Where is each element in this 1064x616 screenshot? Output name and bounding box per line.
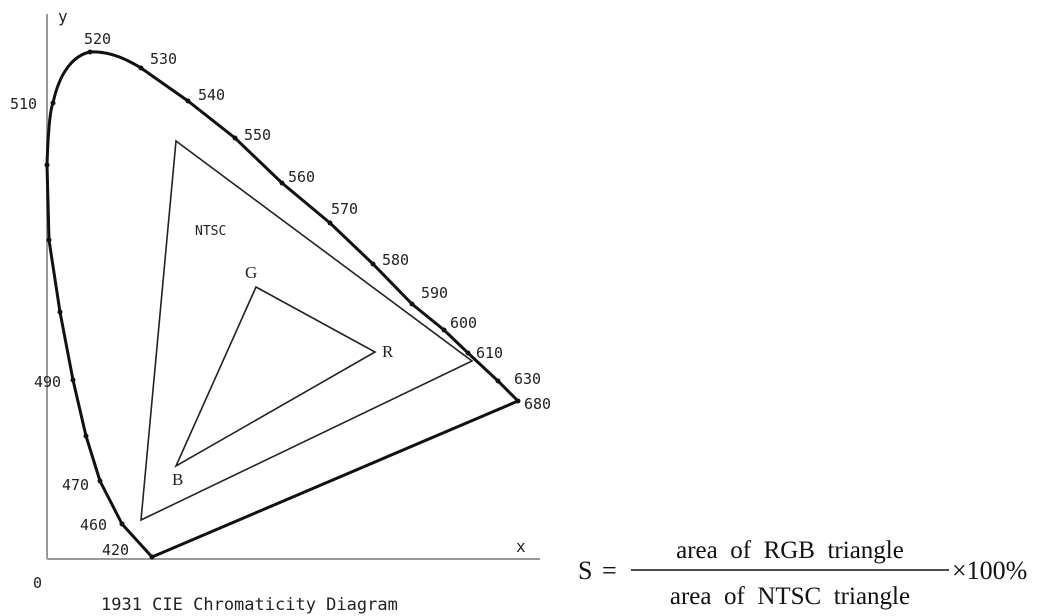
- wavelength-label-630: 630: [514, 370, 541, 388]
- wavelength-label-580: 580: [382, 251, 409, 269]
- rgb-vertex-r-label: R: [382, 342, 394, 361]
- y-axis-label: y: [58, 7, 68, 26]
- formula-numerator: area of RGB triangle: [676, 537, 904, 564]
- wavelength-label-570: 570: [331, 200, 358, 218]
- wavelength-label-540: 540: [198, 86, 225, 104]
- wavelength-label-530: 530: [150, 50, 177, 68]
- x-axis-label: x: [516, 537, 526, 556]
- wavelength-label-590: 590: [421, 284, 448, 302]
- rgb-vertex-b-label: B: [172, 470, 183, 489]
- rgb-vertex-g-label: G: [245, 263, 257, 282]
- formula-denominator: area of NTSC triangle: [670, 583, 910, 610]
- wavelength-label-520: 520: [84, 30, 111, 48]
- wavelength-label-510: 510: [10, 95, 37, 113]
- formula-equals: =: [602, 556, 617, 585]
- wavelength-markers: [44, 49, 521, 560]
- formula-lhs: S: [578, 556, 592, 585]
- spectral-locus-curve: [45, 50, 520, 559]
- origin-label: 0: [33, 574, 42, 592]
- wavelength-label-600: 600: [450, 314, 477, 332]
- wavelength-label-680: 680: [524, 395, 551, 413]
- wavelength-label-610: 610: [476, 344, 503, 362]
- wavelength-label-460: 460: [80, 516, 107, 534]
- ntsc-label: NTSC: [195, 224, 226, 239]
- wavelength-label-490: 490: [34, 373, 61, 391]
- wavelength-label-560: 560: [288, 168, 315, 186]
- saturation-formula: S = area of RGB triangle area of NTSC tr…: [578, 537, 1027, 610]
- rgb-triangle: [174, 285, 377, 468]
- ntsc-triangle: [140, 139, 474, 522]
- wavelength-label-550: 550: [244, 126, 271, 144]
- wavelength-label-420: 420: [102, 541, 129, 559]
- formula-multiplier: ×100%: [952, 556, 1027, 585]
- diagram-caption: 1931 CIE Chromaticity Diagram: [101, 595, 398, 615]
- wavelength-label-470: 470: [62, 476, 89, 494]
